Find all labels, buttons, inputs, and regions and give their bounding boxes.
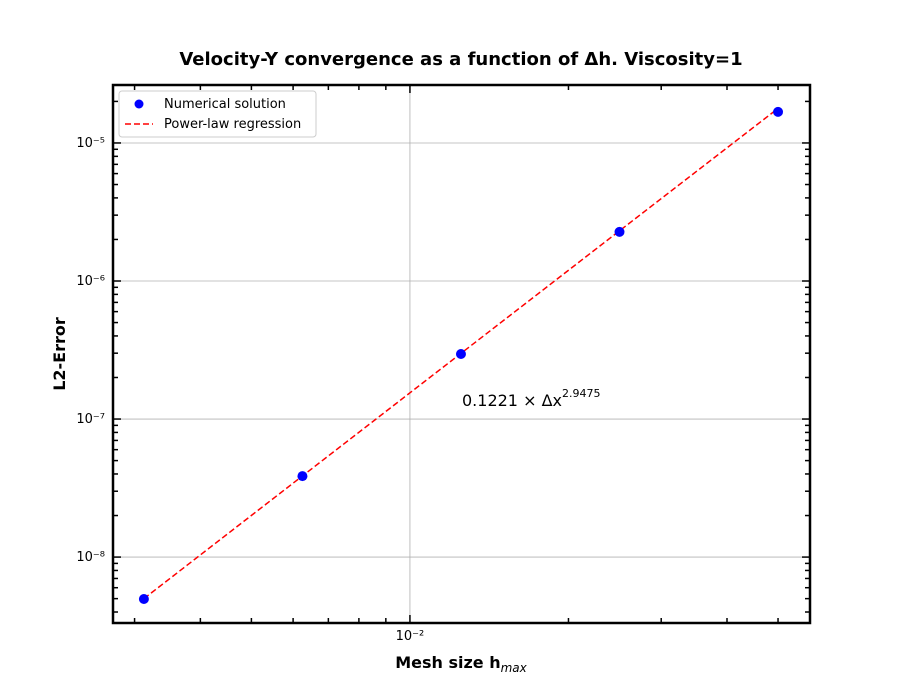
- data-point: [614, 226, 625, 237]
- x-tick-label: 10⁻²: [396, 629, 425, 644]
- x-axis-label: Mesh size hmax: [395, 653, 527, 675]
- annotation-exponent: 2.9475: [562, 387, 601, 400]
- x-label-sub: max: [501, 661, 528, 675]
- y-tick-label: 10⁻⁷: [76, 412, 105, 427]
- legend-label: Power-law regression: [164, 117, 301, 132]
- data-point: [138, 593, 149, 604]
- data-point: [297, 471, 308, 482]
- data-point: [773, 106, 784, 117]
- y-tick-label: 10⁻⁶: [76, 274, 105, 289]
- y-tick-label: 10⁻⁵: [76, 136, 105, 151]
- data-point: [455, 348, 466, 359]
- plot-frame: [111, 83, 812, 625]
- legend-box: [118, 90, 317, 138]
- chart-title: Velocity-Y convergence as a function of …: [179, 49, 742, 70]
- y-tick-label: 10⁻⁸: [76, 550, 105, 565]
- annotation-text: 0.1221 × Δx: [462, 391, 562, 410]
- legend-label: Numerical solution: [164, 97, 286, 112]
- y-axis-label: L2-Error: [50, 317, 69, 391]
- legend-marker: [134, 99, 144, 109]
- x-label-main: Mesh size h: [395, 653, 500, 672]
- annotation: 0.1221 × Δx2.9475: [462, 387, 600, 410]
